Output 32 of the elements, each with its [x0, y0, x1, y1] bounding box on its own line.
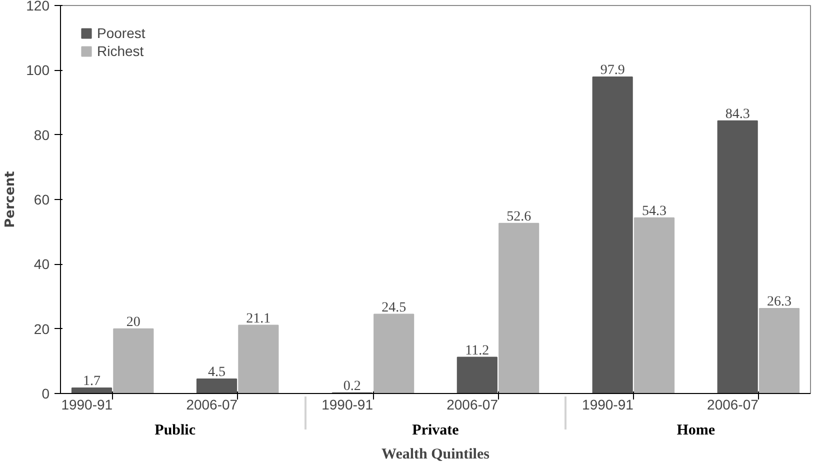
data-label: 26.3 — [767, 294, 792, 310]
x-axis-title: Wealth Quintiles — [382, 446, 490, 462]
data-label: 24.5 — [382, 300, 406, 316]
x-tick-label: 2006-07 — [186, 396, 238, 412]
data-label: 20 — [126, 314, 140, 330]
y-tick-label: 80 — [34, 126, 50, 143]
data-label: 54.3 — [642, 204, 666, 219]
data-label: 21.1 — [246, 311, 271, 326]
y-tick-label: 20 — [34, 320, 50, 337]
legend-label: Richest — [97, 43, 144, 59]
x-tick-label: 1990-91 — [582, 396, 634, 412]
x-tick-label: 1990-91 — [61, 396, 113, 412]
y-tick-label: 100 — [26, 62, 50, 78]
y-axis-title: Percent — [3, 171, 18, 228]
data-label: 52.6 — [506, 209, 532, 224]
text: Private — [412, 422, 460, 438]
x-tick-label: 2006-07 — [446, 396, 498, 412]
data-label: 84.3 — [725, 106, 750, 122]
data-label: 11.2 — [465, 343, 490, 358]
y-tick-label: 0 — [42, 386, 50, 402]
x-tick-label: 2006-07 — [707, 396, 759, 412]
text: Home — [676, 422, 716, 438]
data-label: 0.2 — [343, 378, 361, 394]
y-tick-label: 60 — [34, 192, 50, 208]
x-tick-label: 1990-91 — [322, 396, 374, 412]
data-label: 1.7 — [83, 374, 100, 390]
text: Public — [154, 422, 196, 438]
y-tick-label: 120 — [26, 0, 50, 14]
legend-label: Poorest — [97, 25, 146, 41]
data-label: 97.9 — [600, 62, 625, 78]
data-label: 4.5 — [208, 364, 226, 380]
y-tick-label: 40 — [34, 256, 50, 272]
